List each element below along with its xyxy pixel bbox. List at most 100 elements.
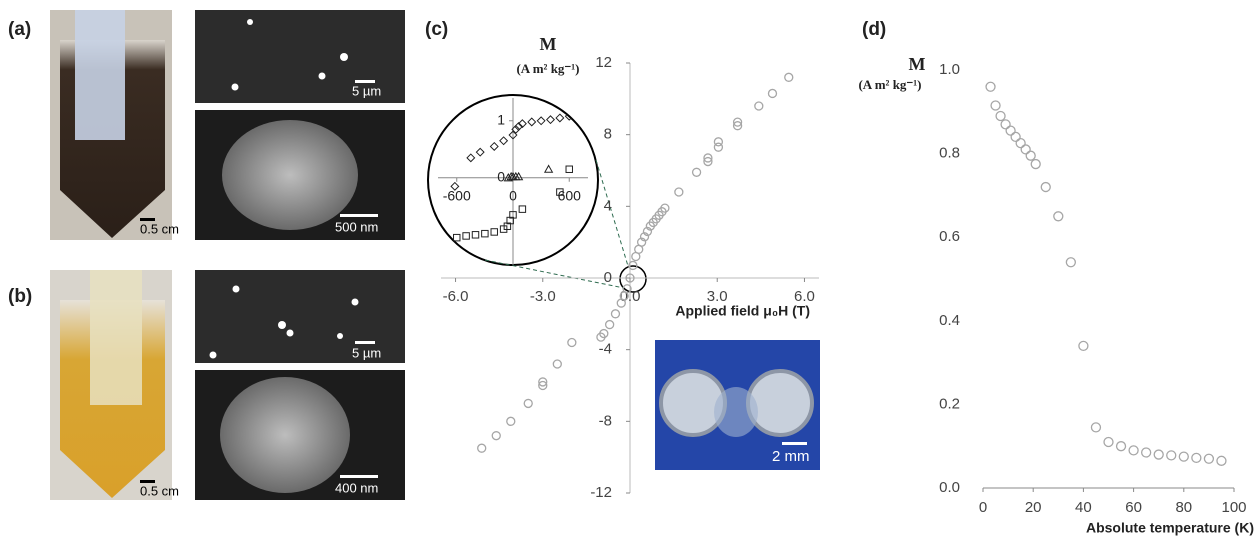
y-tick-label: 0.4 — [939, 312, 960, 329]
data-point — [1065, 257, 1076, 268]
data-point — [703, 153, 713, 163]
scale-label: 5 µm — [352, 345, 381, 360]
data-point — [450, 181, 460, 191]
y-tick-label: 0.2 — [939, 395, 960, 412]
scale-label: 400 nm — [335, 480, 378, 495]
x-axis-label: Applied field μ₀H (T) — [675, 303, 810, 319]
x-tick-label: 60 — [1125, 499, 1142, 516]
x-tick-label: 20 — [1025, 499, 1042, 516]
data-point — [1005, 125, 1016, 136]
y-tick-label: -8 — [599, 412, 612, 429]
data-point — [645, 221, 656, 231]
y-tick-label: 12 — [595, 54, 612, 71]
y-tick-label: 1 — [497, 112, 505, 128]
data-point — [1030, 158, 1041, 170]
data-point — [732, 117, 743, 127]
y-tick-label: -12 — [590, 484, 612, 501]
x-tick-label: -600 — [443, 188, 471, 204]
data-point — [1025, 150, 1036, 161]
data-point — [491, 431, 501, 441]
data-point — [514, 121, 524, 132]
y-axis-unit: (A m² kg⁻¹) — [516, 61, 579, 76]
panel-label: (a) — [8, 19, 31, 40]
data-point — [1078, 340, 1089, 352]
data-point — [628, 260, 638, 271]
data-point — [990, 100, 1001, 111]
data-point — [642, 226, 653, 237]
y-axis-label: M — [540, 34, 557, 54]
y-tick-label: 4 — [604, 197, 612, 214]
data-point — [518, 205, 527, 213]
data-point — [555, 113, 565, 123]
data-point — [713, 137, 724, 147]
data-point — [1020, 144, 1031, 155]
y-tick-label: 0 — [604, 269, 612, 286]
y-axis-unit: (A m² kg⁻¹) — [858, 77, 921, 92]
data-point — [1128, 445, 1139, 456]
data-point — [639, 232, 650, 242]
data-point — [538, 377, 548, 387]
data-point — [1153, 449, 1164, 460]
data-point — [1203, 453, 1215, 464]
scale-label: 0.5 cm — [140, 483, 179, 498]
data-point — [1103, 436, 1114, 448]
y-tick-label: 0.8 — [939, 145, 960, 162]
data-point — [511, 124, 521, 134]
data-point — [1053, 211, 1064, 222]
chart: 0 20 40 60 80 100 0.0 0.2 0.4 0.6 0.8 1.0 — [939, 61, 1246, 516]
data-point — [604, 319, 615, 330]
data-point — [499, 136, 509, 146]
y-tick-label: -4 — [599, 341, 612, 358]
data-point — [610, 309, 621, 319]
panel-label: (b) — [8, 286, 32, 307]
x-tick-label: 80 — [1175, 499, 1192, 516]
data-point — [1010, 131, 1021, 143]
data-point — [527, 117, 537, 127]
data-point — [477, 443, 487, 453]
data-point — [703, 156, 713, 167]
data-point — [523, 398, 533, 409]
data-point — [552, 359, 562, 369]
data-point — [536, 116, 546, 126]
data-point — [631, 251, 641, 262]
data-point — [466, 153, 476, 163]
y-tick-label: 0.6 — [939, 228, 960, 245]
data-point — [513, 171, 524, 181]
x-tick-label: 6.0 — [794, 288, 815, 305]
data-point — [567, 337, 577, 348]
data-point — [1191, 452, 1202, 464]
x-tick-label: 40 — [1075, 499, 1092, 516]
x-tick-label: 0 — [979, 499, 987, 516]
data-point — [674, 187, 684, 197]
data-point — [545, 115, 556, 125]
inset-photo — [655, 340, 820, 470]
data-point — [732, 121, 743, 131]
data-point — [767, 88, 778, 99]
x-tick-label: 3.0 — [707, 288, 728, 305]
data-point — [475, 147, 485, 157]
data-point — [462, 232, 470, 240]
panel-label: (d) — [862, 19, 886, 40]
data-point — [489, 141, 499, 151]
zoom-marker — [619, 265, 647, 293]
data-point — [453, 233, 461, 242]
y-tick-label: 0 — [497, 169, 505, 185]
data-point — [1040, 181, 1051, 193]
x-tick-label: -6.0 — [443, 288, 469, 305]
scale-label: 2 mm — [772, 448, 810, 465]
data-point — [1000, 119, 1011, 130]
y-axis-label: M — [909, 54, 926, 74]
data-point — [596, 332, 606, 342]
data-point — [995, 110, 1006, 122]
scale-label: 500 nm — [335, 219, 378, 234]
x-tick-label: 100 — [1221, 499, 1246, 516]
data-point — [471, 231, 480, 239]
photo-b — [50, 270, 405, 500]
data-point — [1090, 422, 1102, 433]
data-point — [1115, 441, 1127, 452]
data-point — [616, 298, 626, 308]
data-point — [784, 72, 794, 82]
